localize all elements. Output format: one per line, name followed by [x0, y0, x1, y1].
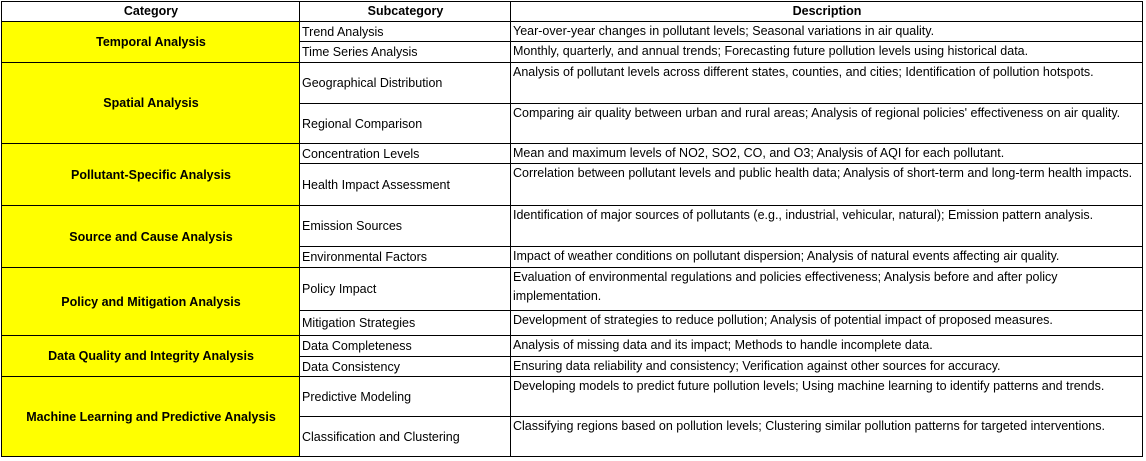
- description-cell[interactable]: Classifying regions based on pollution l…: [511, 417, 1143, 457]
- grid-line: [299, 356, 1143, 357]
- subcategory-label: Health Impact Assessment: [302, 177, 450, 192]
- grid-line: [1, 205, 1143, 206]
- category-cell[interactable]: Policy and Mitigation Analysis: [2, 268, 300, 336]
- subcategory-cell[interactable]: Health Impact Assessment: [300, 164, 511, 206]
- category-cell[interactable]: Pollutant-Specific Analysis: [2, 144, 300, 206]
- description-text: Comparing air quality between urban and …: [513, 106, 1121, 120]
- description-text: Impact of weather conditions on pollutan…: [513, 249, 1060, 263]
- description-cell[interactable]: Analysis of pollutant levels across diff…: [511, 63, 1143, 104]
- header-subcategory-label: Subcategory: [367, 4, 444, 18]
- subcategory-label: Time Series Analysis: [302, 45, 418, 59]
- description-cell[interactable]: Identification of major sources of pollu…: [511, 206, 1143, 247]
- subcategory-label: Trend Analysis: [302, 24, 384, 39]
- description-text: Classifying regions based on pollution l…: [513, 419, 1105, 433]
- subcategory-cell[interactable]: Time Series Analysis: [300, 42, 511, 63]
- description-cell[interactable]: Analysis of missing data and its impact;…: [511, 336, 1143, 357]
- subcategory-label: Data Completeness: [302, 339, 412, 353]
- grid-line: [1142, 1, 1143, 457]
- header-category-label: Category: [123, 4, 179, 18]
- grid-line: [1, 1, 1143, 2]
- description-cell[interactable]: Comparing air quality between urban and …: [511, 104, 1143, 144]
- grid-line: [299, 1, 300, 457]
- grid-line: [1, 143, 1143, 144]
- grid-line: [1, 267, 1143, 268]
- subcategory-cell[interactable]: Concentration Levels: [300, 144, 511, 164]
- category-label: Data Quality and Integrity Analysis: [48, 349, 254, 363]
- grid-line: [1, 456, 1143, 457]
- subcategory-cell[interactable]: Environmental Factors: [300, 247, 511, 268]
- description-text: Development of strategies to reduce poll…: [513, 313, 1053, 327]
- subcategory-cell[interactable]: Data Completeness: [300, 336, 511, 357]
- subcategory-cell[interactable]: Policy Impact: [300, 268, 511, 311]
- subcategory-cell[interactable]: Geographical Distribution: [300, 63, 511, 104]
- subcategory-label: Predictive Modeling: [302, 389, 412, 404]
- description-cell[interactable]: Development of strategies to reduce poll…: [511, 311, 1143, 336]
- description-text: Evaluation of environmental regulations …: [513, 270, 1058, 303]
- grid-line: [299, 246, 1143, 247]
- grid-line: [1, 376, 1143, 377]
- grid-line: [510, 1, 511, 457]
- subcategory-cell[interactable]: Emission Sources: [300, 206, 511, 247]
- category-cell[interactable]: Data Quality and Integrity Analysis: [2, 336, 300, 377]
- grid-line: [299, 163, 1143, 164]
- category-label: Source and Cause Analysis: [69, 229, 233, 244]
- grid-line: [1, 335, 1143, 336]
- description-cell[interactable]: Developing models to predict future poll…: [511, 377, 1143, 417]
- description-cell[interactable]: Evaluation of environmental regulations …: [511, 268, 1143, 311]
- category-cell[interactable]: Spatial Analysis: [2, 63, 300, 144]
- grid-line: [299, 310, 1143, 311]
- grid-line: [1, 62, 1143, 63]
- description-cell[interactable]: Impact of weather conditions on pollutan…: [511, 247, 1143, 268]
- header-subcategory[interactable]: Subcategory: [300, 2, 511, 22]
- description-text: Correlation between pollutant levels and…: [513, 166, 1133, 180]
- description-cell[interactable]: Ensuring data reliability and consistenc…: [511, 357, 1143, 377]
- description-cell[interactable]: Mean and maximum levels of NO2, SO2, CO,…: [511, 144, 1143, 164]
- description-text: Mean and maximum levels of NO2, SO2, CO,…: [513, 146, 1005, 160]
- category-cell[interactable]: Source and Cause Analysis: [2, 206, 300, 268]
- description-cell[interactable]: Correlation between pollutant levels and…: [511, 164, 1143, 206]
- subcategory-cell[interactable]: Regional Comparison: [300, 104, 511, 144]
- grid-line: [1, 21, 1143, 22]
- subcategory-cell[interactable]: Trend Analysis: [300, 22, 511, 42]
- subcategory-label: Emission Sources: [302, 219, 403, 233]
- category-label: Pollutant-Specific Analysis: [71, 167, 231, 182]
- header-category[interactable]: Category: [2, 2, 300, 22]
- category-label: Policy and Mitigation Analysis: [61, 294, 241, 309]
- description-cell[interactable]: Year-over-year changes in pollutant leve…: [511, 22, 1143, 42]
- description-text: Analysis of pollutant levels across diff…: [513, 65, 1094, 79]
- category-cell[interactable]: Temporal Analysis: [2, 22, 300, 63]
- subcategory-cell[interactable]: Predictive Modeling: [300, 377, 511, 417]
- description-text: Developing models to predict future poll…: [513, 379, 1105, 393]
- subcategory-label: Policy Impact: [302, 282, 377, 296]
- description-cell[interactable]: Monthly, quarterly, and annual trends; F…: [511, 42, 1143, 63]
- header-description[interactable]: Description: [511, 2, 1143, 22]
- subcategory-cell[interactable]: Mitigation Strategies: [300, 311, 511, 336]
- grid-line: [299, 416, 1143, 417]
- subcategory-label: Mitigation Strategies: [302, 316, 416, 330]
- description-text: Monthly, quarterly, and annual trends; F…: [513, 44, 1029, 58]
- subcategory-label: Geographical Distribution: [302, 76, 443, 90]
- subcategory-cell[interactable]: Classification and Clustering: [300, 417, 511, 457]
- description-text: Ensuring data reliability and consistenc…: [513, 359, 1001, 373]
- subcategory-label: Regional Comparison: [302, 116, 423, 131]
- subcategory-cell[interactable]: Data Consistency: [300, 357, 511, 377]
- category-label: Temporal Analysis: [96, 35, 206, 49]
- subcategory-label: Data Consistency: [302, 359, 400, 374]
- description-text: Identification of major sources of pollu…: [513, 208, 1094, 222]
- grid-line: [1, 1, 2, 457]
- header-description-label: Description: [792, 4, 862, 18]
- description-text: Analysis of missing data and its impact;…: [513, 338, 933, 352]
- description-text: Year-over-year changes in pollutant leve…: [513, 24, 935, 38]
- category-label: Spatial Analysis: [103, 96, 199, 110]
- subcategory-label: Environmental Factors: [302, 250, 428, 264]
- category-label: Machine Learning and Predictive Analysis: [26, 409, 276, 424]
- grid-line: [299, 103, 1143, 104]
- category-cell[interactable]: Machine Learning and Predictive Analysis: [2, 377, 300, 457]
- grid-line: [299, 41, 1143, 42]
- subcategory-label: Concentration Levels: [302, 146, 420, 161]
- subcategory-label: Classification and Clustering: [302, 429, 460, 444]
